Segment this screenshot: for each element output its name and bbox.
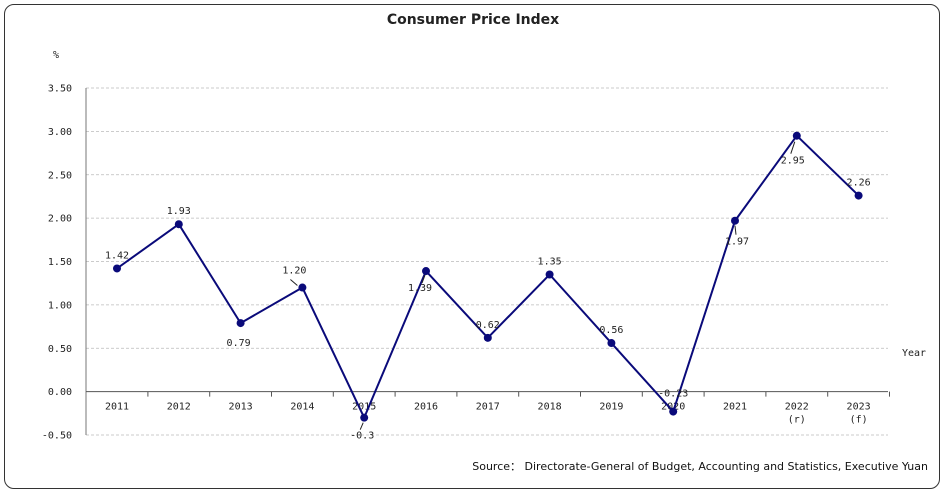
x-tick-label: 2018 [538,402,562,413]
cpi-series-line [116,134,860,419]
data-point-marker [422,267,430,276]
x-tick-label: 2020 [661,402,685,413]
data-point-marker [360,413,369,422]
data-label: 0.56 [599,325,623,336]
data-label: 1.20 [282,266,306,277]
x-tick-label: 2016 [414,402,438,413]
x-tick-label: 2012 [167,402,191,413]
data-label: 0.62 [476,320,500,331]
x-tick-label: 2022 [785,402,809,413]
data-label: 2.95 [781,156,805,167]
y-tick-label: 1.50 [48,257,72,268]
y-tick-label: 0.00 [48,387,72,398]
data-label: 1.93 [167,206,191,217]
data-label: -0.3 [350,431,374,442]
data-point-marker [113,264,121,273]
data-label: 1.39 [408,283,432,294]
y-tick-label: 0.50 [48,344,72,355]
data-point-marker [607,339,616,348]
x-tick-note: (r) [788,415,806,426]
data-label: 1.42 [105,250,129,261]
x-tick-label: 2021 [723,402,747,413]
data-label-leader [290,279,298,286]
x-tick-label: 2013 [229,402,253,413]
x-tick-label: 2019 [599,402,623,413]
data-label-leader [359,422,364,430]
data-label-leader [421,274,426,284]
data-point-marker [792,131,801,140]
chart-frame [4,4,940,489]
data-label: 1.97 [725,237,749,248]
data-point-marker [669,407,678,416]
data-point-marker [545,270,554,279]
data-point-marker [174,220,183,229]
data-point-marker [483,333,492,342]
data-label-leader [790,141,796,154]
y-tick-label: 3.50 [48,84,72,95]
data-point-marker [298,283,307,292]
data-label: 2.26 [847,178,871,189]
y-axis-unit-label: % [53,50,59,61]
chart-title: Consumer Price Index [386,12,560,28]
data-point-marker [731,216,739,225]
data-point-marker [854,191,863,200]
x-axis-label: Year [902,348,926,359]
data-label: 0.79 [227,338,251,349]
data-label: -0.23 [658,389,688,400]
y-tick-label: 3.00 [48,127,72,138]
data-label-leader [734,225,737,235]
x-tick-label: 2023 [847,402,871,413]
data-label: 1.35 [538,257,562,268]
y-tick-label: 1.00 [48,300,72,311]
y-tick-label: 2.50 [48,170,72,181]
y-tick-label: 2.00 [48,214,72,225]
x-tick-label: 2015 [352,402,376,413]
x-tick-label: 2017 [476,402,500,413]
y-tick-label: -0.50 [42,431,72,442]
source-note: Source： Directorate-General of Budget, A… [472,460,928,473]
x-tick-label: 2011 [105,402,129,413]
x-tick-note: (f) [850,415,868,426]
x-tick-label: 2014 [290,402,314,413]
data-point-marker [236,319,245,328]
